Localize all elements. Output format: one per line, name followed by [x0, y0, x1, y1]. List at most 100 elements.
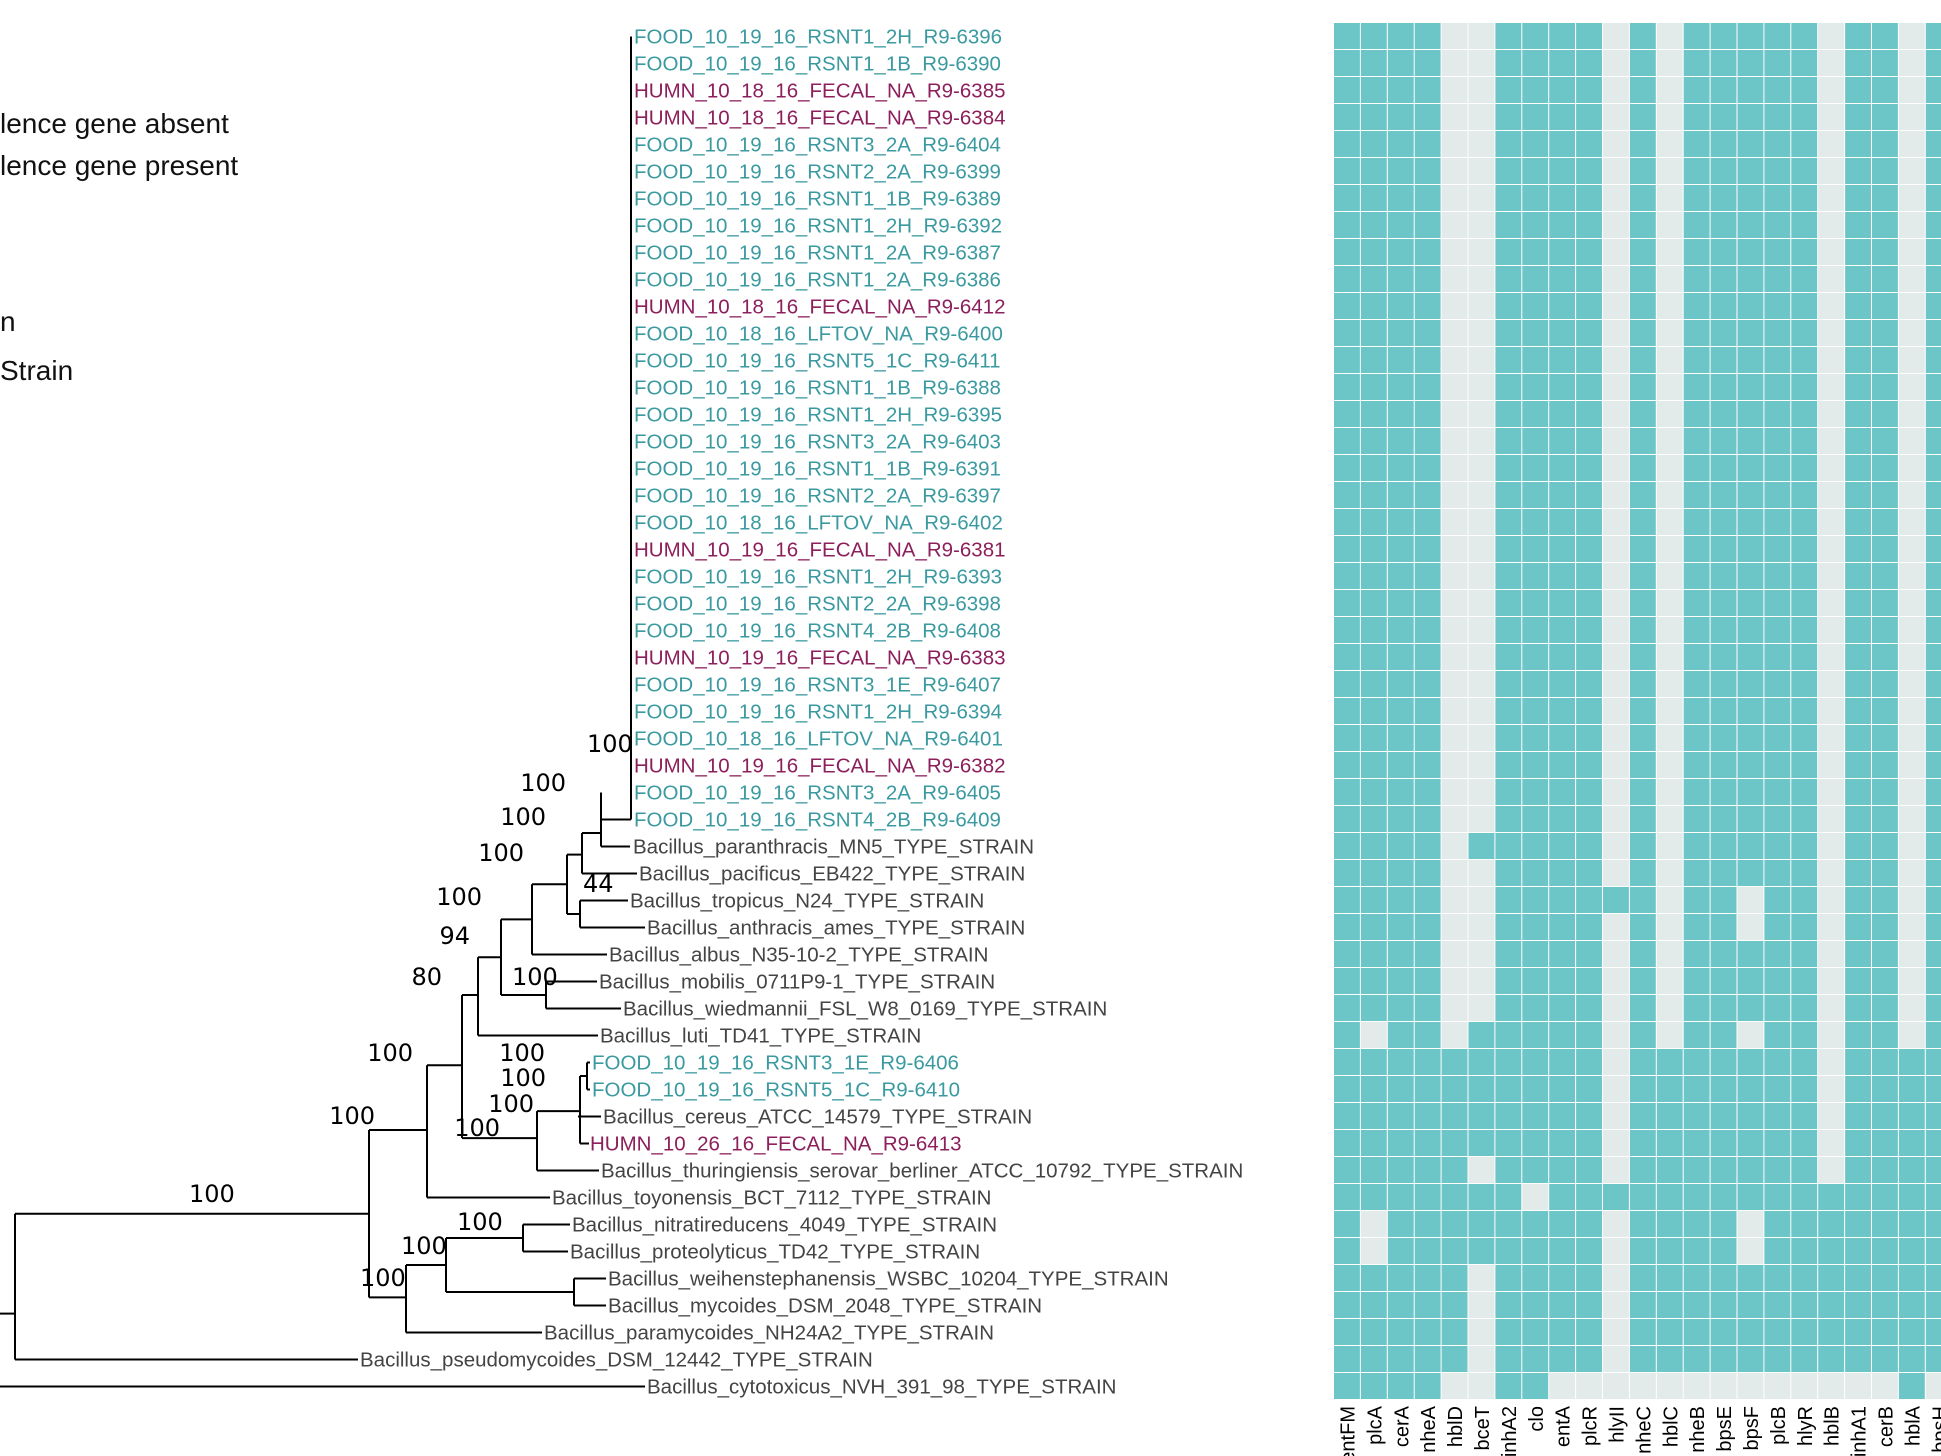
- heatmap-cell: [1845, 1319, 1871, 1345]
- heatmap-cell: [1872, 239, 1898, 265]
- heatmap-cell: [1334, 698, 1360, 724]
- heatmap-cell: [1737, 1076, 1764, 1102]
- heatmap-cell: [1495, 725, 1522, 751]
- heatmap-cell: [1522, 914, 1549, 940]
- heatmap-cell: [1898, 401, 1925, 427]
- heatmap-cell: [1710, 536, 1737, 562]
- heatmap-cell: [1925, 860, 1941, 886]
- heatmap-cell: [1791, 266, 1818, 292]
- heatmap-cell: [1576, 833, 1602, 859]
- heatmap-cell: [1845, 644, 1871, 670]
- heatmap-cell: [1656, 725, 1683, 751]
- heatmap-cell: [1737, 347, 1764, 373]
- heatmap-cell: [1414, 887, 1441, 913]
- heatmap-cell: [1468, 995, 1495, 1021]
- heatmap-cell: [1925, 1346, 1941, 1372]
- heatmap-cell: [1818, 833, 1845, 859]
- heatmap-cell: [1549, 941, 1576, 967]
- gene-column-label: nheC: [1633, 1406, 1655, 1454]
- heatmap-cell: [1549, 1292, 1576, 1318]
- heatmap-cell: [1710, 968, 1737, 994]
- gene-column-label: inhA1: [1849, 1406, 1871, 1456]
- heatmap-cell: [1414, 617, 1441, 643]
- heatmap-cell: [1495, 1373, 1522, 1399]
- tip-labels: FOOD_10_19_16_RSNT1_2H_R9-6396 FOOD_10_19…: [360, 26, 1243, 1399]
- heatmap-cell: [1334, 509, 1360, 535]
- heatmap-cell: [1872, 536, 1898, 562]
- heatmap-cell: [1334, 1211, 1360, 1237]
- heatmap-cell: [1791, 752, 1818, 778]
- tip-label: Bacillus_weihenstephanensis_WSBC_10204_T…: [608, 1268, 1169, 1291]
- heatmap-cell: [1360, 401, 1387, 427]
- heatmap-cell: [1576, 509, 1602, 535]
- heatmap-cell: [1925, 590, 1941, 616]
- heatmap-cell: [1872, 1157, 1898, 1183]
- heatmap-cell: [1522, 1346, 1549, 1372]
- tip-label: FOOD_10_19_16_RSNT3_2A_R9-6405: [634, 782, 1001, 805]
- heatmap-cell: [1360, 1373, 1387, 1399]
- heatmap-cell: [1576, 671, 1602, 697]
- heatmap-cell: [1710, 752, 1737, 778]
- heatmap-cell: [1737, 1049, 1764, 1075]
- heatmap-cell: [1576, 968, 1602, 994]
- heatmap-cell: [1441, 860, 1468, 886]
- tip-label: FOOD_10_18_16_LFTOV_NA_R9-6400: [634, 323, 1003, 346]
- heatmap-cell: [1791, 644, 1818, 670]
- heatmap-cell: [1549, 995, 1576, 1021]
- heatmap-cell: [1603, 914, 1629, 940]
- heatmap-cell: [1468, 1319, 1495, 1345]
- heatmap-cell: [1683, 860, 1710, 886]
- gene-column-label: entA: [1553, 1405, 1575, 1447]
- heatmap-cell: [1818, 860, 1845, 886]
- heatmap-cell: [1387, 131, 1414, 157]
- tip-label: Bacillus_thuringiensis_serovar_berliner_…: [601, 1160, 1243, 1183]
- heatmap-cell: [1925, 266, 1941, 292]
- heatmap-cell: [1818, 806, 1845, 832]
- heatmap-cell: [1683, 77, 1710, 103]
- heatmap-cell: [1522, 401, 1549, 427]
- heatmap-cell: [1845, 671, 1871, 697]
- heatmap-cell: [1845, 563, 1871, 589]
- heatmap-cell: [1737, 833, 1764, 859]
- heatmap-cell: [1845, 239, 1871, 265]
- heatmap-cell: [1683, 158, 1710, 184]
- heatmap-cell: [1925, 212, 1941, 238]
- heatmap-cell: [1764, 536, 1791, 562]
- heatmap-cell: [1683, 1076, 1710, 1102]
- heatmap-cell: [1872, 131, 1898, 157]
- heatmap-cell: [1683, 1238, 1710, 1264]
- heatmap-cell: [1818, 293, 1845, 319]
- heatmap-cell: [1683, 509, 1710, 535]
- heatmap-cell: [1683, 968, 1710, 994]
- heatmap-cell: [1414, 23, 1441, 49]
- heatmap-cell: [1845, 401, 1871, 427]
- heatmap-cell: [1791, 563, 1818, 589]
- heatmap-cell: [1925, 347, 1941, 373]
- heatmap-cell: [1441, 401, 1468, 427]
- heatmap-cell: [1334, 941, 1360, 967]
- heatmap-cell: [1764, 482, 1791, 508]
- heatmap-cell: [1898, 1319, 1925, 1345]
- heatmap-cell: [1845, 968, 1871, 994]
- bootstrap-support-label: 94: [439, 922, 470, 950]
- tip-label: Bacillus_wiedmannii_FSL_W8_0169_TYPE_STR…: [623, 998, 1107, 1021]
- heatmap-cell: [1576, 1373, 1602, 1399]
- tip-label: FOOD_10_19_16_RSNT1_2H_R9-6394: [634, 701, 1002, 724]
- gene-column-label: cerB: [1875, 1406, 1897, 1447]
- heatmap-cell: [1737, 536, 1764, 562]
- heatmap-cell: [1549, 1184, 1576, 1210]
- heatmap-cell: [1603, 212, 1629, 238]
- heatmap-cell: [1898, 1103, 1925, 1129]
- heatmap-cell: [1818, 1373, 1845, 1399]
- heatmap-cell: [1656, 293, 1683, 319]
- heatmap-cell: [1603, 1022, 1629, 1048]
- heatmap-cell: [1656, 347, 1683, 373]
- heatmap-cell: [1387, 428, 1414, 454]
- heatmap-cell: [1468, 185, 1495, 211]
- heatmap-cell: [1549, 1130, 1576, 1156]
- heatmap-cell: [1791, 806, 1818, 832]
- heatmap-cell: [1414, 1319, 1441, 1345]
- heatmap-cell: [1791, 185, 1818, 211]
- heatmap-cell: [1683, 1103, 1710, 1129]
- heatmap-cell: [1629, 239, 1656, 265]
